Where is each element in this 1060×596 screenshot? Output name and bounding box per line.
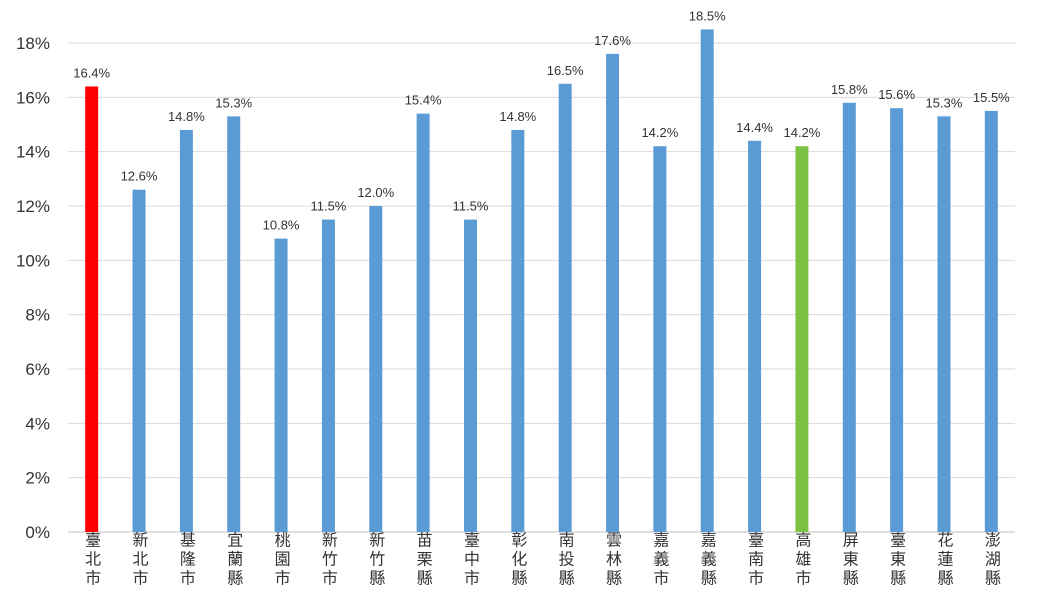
bar-16 [795, 146, 809, 532]
bar-20 [984, 110, 998, 533]
y-tick-label: 10% [16, 251, 50, 270]
y-tick-label: 18% [16, 34, 50, 53]
data-label: 14.4% [736, 120, 773, 135]
x-tick-label: 新竹市 [319, 532, 338, 589]
bar-2 [132, 189, 146, 532]
bar-11 [558, 83, 572, 532]
bar-10 [511, 129, 525, 532]
x-tick-label: 屏東縣 [840, 532, 859, 589]
bar-3 [179, 129, 193, 532]
bar-8 [416, 113, 430, 532]
bar-4 [227, 116, 241, 532]
x-tick-label: 澎湖縣 [982, 532, 1001, 589]
x-tick-label: 新北市 [130, 532, 149, 589]
data-label: 12.6% [121, 169, 158, 184]
y-tick-label: 16% [16, 88, 50, 107]
data-label: 15.6% [878, 87, 915, 102]
x-tick-label: 臺東縣 [887, 532, 906, 589]
data-label: 14.8% [499, 109, 536, 124]
x-tick-label: 基隆市 [177, 532, 196, 589]
x-tick-label: 嘉義市 [650, 532, 669, 589]
bar-19 [937, 116, 951, 532]
bar-9 [463, 219, 477, 533]
bar-15 [748, 140, 762, 533]
data-label: 11.5% [453, 199, 489, 214]
data-label: 14.8% [168, 109, 205, 124]
bar-14 [700, 29, 714, 533]
y-tick-label: 0% [25, 523, 50, 542]
y-tick-label: 8% [25, 306, 50, 325]
data-label: 14.2% [641, 125, 678, 140]
x-tick-label: 臺北市 [82, 532, 101, 589]
data-label: 10.8% [263, 218, 300, 233]
data-label: 18.5% [689, 8, 726, 23]
y-tick-label: 2% [25, 469, 50, 488]
data-label: 15.3% [926, 95, 963, 110]
data-label: 15.5% [973, 90, 1010, 105]
bar-18 [890, 108, 904, 532]
data-label: 15.4% [405, 93, 442, 108]
y-tick-label: 12% [16, 197, 50, 216]
bar-12 [606, 53, 620, 532]
bar-5 [274, 238, 288, 532]
x-tick-label: 桃園市 [272, 532, 291, 589]
y-tick-label: 14% [16, 143, 50, 162]
bar-13 [653, 146, 667, 532]
x-tick-label: 苗栗縣 [414, 532, 433, 589]
x-tick-label: 雲林縣 [603, 532, 622, 589]
x-tick-label: 臺南市 [745, 532, 764, 589]
x-tick-label: 彰化縣 [508, 531, 527, 589]
x-tick-label: 高雄市 [792, 532, 811, 589]
data-label: 16.4% [73, 65, 110, 80]
bar-1 [85, 86, 99, 532]
x-tick-label: 嘉義縣 [698, 532, 717, 589]
x-tick-label: 南投縣 [556, 532, 575, 589]
x-tick-label: 臺中市 [461, 532, 480, 589]
x-tick-label: 花蓮縣 [934, 532, 953, 589]
y-tick-label: 4% [25, 414, 50, 433]
data-label: 15.3% [215, 95, 252, 110]
y-tick-label: 6% [25, 360, 50, 379]
data-label: 14.2% [783, 125, 820, 140]
data-label: 12.0% [357, 185, 394, 200]
data-label: 11.5% [310, 199, 346, 214]
bar-7 [369, 206, 383, 532]
bar-6 [321, 219, 335, 533]
data-label: 16.5% [547, 63, 584, 78]
bar-17 [842, 102, 856, 533]
x-tick-label: 新竹縣 [366, 532, 385, 589]
data-label: 15.8% [831, 82, 868, 97]
data-label: 17.6% [594, 33, 631, 48]
x-tick-label: 宜蘭縣 [224, 532, 243, 589]
